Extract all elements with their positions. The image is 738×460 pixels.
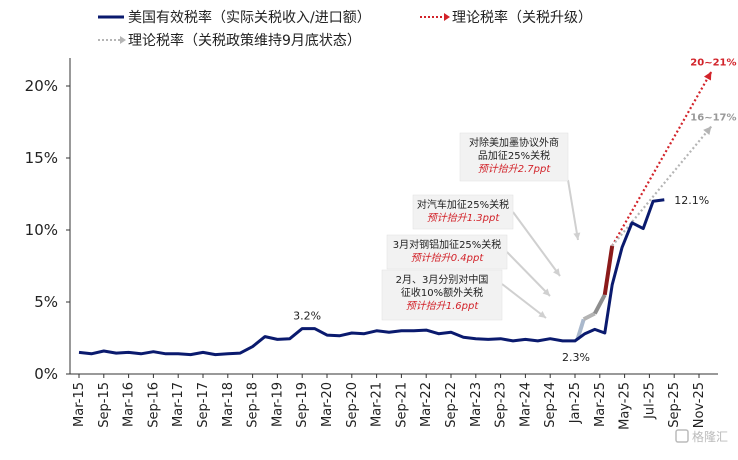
- projection-escalation-line: [611, 71, 713, 247]
- watermark-icon: [675, 429, 689, 443]
- legend-arrow-sept-status: [120, 36, 126, 44]
- y-tick-label: 5%: [34, 293, 58, 311]
- y-tick-label: 20%: [25, 77, 58, 95]
- annotation-title: 对除美加墨协议外商: [469, 136, 559, 149]
- annotation-title: 对汽车加征25%关税: [417, 198, 509, 211]
- annotation-box: [459, 132, 569, 182]
- legend-label-escalation: 理论税率（关税升级）: [452, 9, 592, 26]
- x-tick-label: Mar-15: [72, 382, 87, 427]
- x-tick-label: Sep-19: [295, 382, 310, 428]
- legend: 美国有效税率（实际关税收入/进口额） 理论税率（关税升级） 理论税率（关税政策维…: [98, 9, 592, 49]
- x-tick-label: Mar-18: [221, 382, 236, 427]
- annotation-box: [412, 194, 514, 230]
- increment-segment: [582, 311, 596, 322]
- x-tick-label: Sep-23: [494, 382, 509, 428]
- x-tick-label: Mar-24: [518, 382, 533, 427]
- x-tick-label: Mar-22: [419, 382, 434, 427]
- x-tick-label: Sep-17: [196, 382, 211, 428]
- annotation-subtitle: 预计抬升0.4ppt: [411, 252, 485, 264]
- x-tick-label: Sep-22: [444, 382, 459, 428]
- y-tick-label: 0%: [34, 365, 58, 383]
- annotations: 2月、3月分别对中国征收10%额外关税预计抬升1.6ppt3月对钢铝加征25%关…: [381, 132, 581, 321]
- annotation-arrowhead: [542, 288, 550, 296]
- x-tick-label: Jul-25: [642, 382, 657, 420]
- legend-label-sept-status: 理论税率（关税政策维持9月底状态）: [128, 32, 361, 49]
- increment-segment: [602, 245, 615, 296]
- x-tick-label: Mar-19: [270, 382, 285, 427]
- x-tick-label: Mar-16: [122, 382, 137, 427]
- annotation-arrow: [501, 283, 547, 319]
- x-tick-label: May-25: [618, 382, 633, 430]
- x-tick-label: Mar-20: [320, 382, 335, 427]
- x-tick-label: Jan-25: [568, 382, 583, 424]
- x-tick-label: Mar-21: [370, 382, 385, 427]
- projection-escalation-arrowhead: [703, 71, 712, 81]
- increment-segment: [575, 318, 586, 341]
- legend-label-effective-rate: 美国有效税率（实际关税收入/进口额）: [128, 9, 371, 26]
- projection-sept-status-label: 16~17%: [690, 112, 736, 123]
- legend-arrow-escalation: [444, 13, 450, 21]
- y-tick-label: 15%: [25, 149, 58, 167]
- x-tick-label: Sep-25: [667, 382, 682, 428]
- series-line-effective-rate: [78, 198, 665, 357]
- x-tick-label: Mar-25: [593, 382, 608, 427]
- x-tick-label: Mar-17: [171, 382, 186, 427]
- watermark-text: 格隆汇: [692, 429, 728, 444]
- watermark: 格隆汇: [675, 429, 728, 444]
- x-tick-label: Sep-18: [246, 382, 261, 428]
- data-label: 12.1%: [674, 194, 709, 207]
- x-tick-label: Mar-23: [469, 382, 484, 427]
- x-tick-label: Sep-20: [345, 382, 360, 428]
- annotation-box: [381, 269, 503, 321]
- projection-sept-status-arrowhead: [703, 126, 712, 136]
- annotation-title: 3月对钢铝加征25%关税: [393, 238, 502, 251]
- annotation-title: 2月、3月分别对中国: [396, 273, 489, 286]
- x-axis: Mar-15 Sep-15 Mar-16 Sep-16 Mar-17 Sep-17 Mar-…: [70, 373, 718, 430]
- y-tick-label: 10%: [25, 221, 58, 239]
- annotation-arrow: [567, 179, 579, 241]
- increment-segment: [593, 293, 607, 315]
- annotation-title: 征收10%额外关税: [401, 286, 483, 299]
- y-axis: 0% 5% 10% 15% 20%: [25, 58, 71, 383]
- projection-escalation-label: 20~21%: [690, 58, 736, 69]
- annotation-subtitle: 预计抬升1.3ppt: [427, 212, 501, 224]
- x-tick-label: Sep-15: [97, 382, 112, 428]
- data-label: 2.3%: [562, 351, 590, 364]
- annotation-arrow: [506, 251, 551, 297]
- annotation-subtitle: 预计抬升2.7ppt: [478, 163, 552, 175]
- annotation-arrowhead: [573, 232, 581, 240]
- x-tick-label: Sep-16: [146, 382, 161, 428]
- x-tick-label: Nov-25: [692, 382, 707, 428]
- annotation-title: 品加征25%关税: [478, 149, 550, 162]
- annotation-arrowhead: [538, 310, 546, 318]
- annotation-arrow: [512, 211, 561, 277]
- projection-sept-status-line: [611, 125, 713, 247]
- annotation-box: [386, 234, 508, 270]
- annotation-subtitle: 预计抬升1.6ppt: [406, 300, 480, 312]
- x-tick-label: Sep-21: [394, 382, 409, 428]
- annotation-arrowhead: [553, 268, 560, 276]
- x-tick-label: Sep-24: [543, 382, 558, 428]
- plot-area: 20~21% 16~17% 3.2% 2.3% 12.1%: [78, 58, 737, 364]
- data-label: 3.2%: [293, 310, 321, 323]
